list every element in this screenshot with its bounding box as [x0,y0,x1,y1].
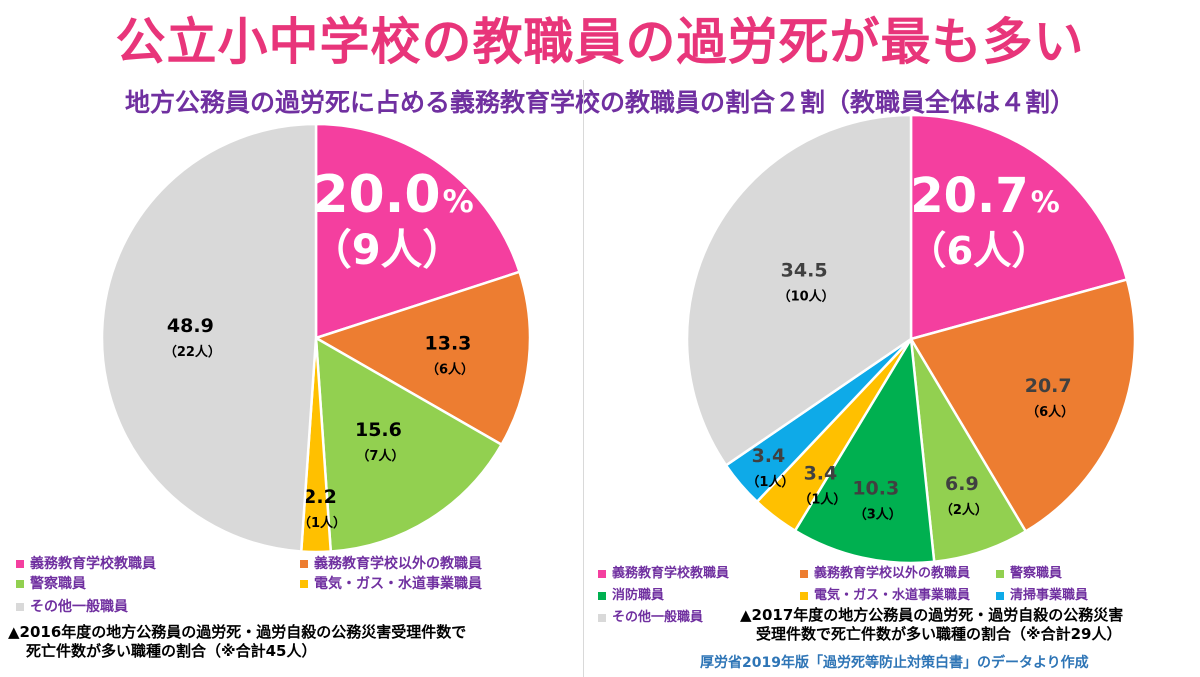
legend-label: 義務教育学校教職員 [30,556,156,572]
legend-swatch [996,591,1004,600]
legend-label: 電気・ガス・水道事業職員 [314,576,482,592]
legend-swatch [300,560,308,568]
slice-value-label: 3.4 [752,445,786,467]
slice-value-label: 20.7 [1025,375,1072,397]
legend-item: 義務教育学校以外の教職員 [300,553,482,573]
source-credit: 厚労省2019年版「過労死等防止対策白書」のデータより作成 [700,655,1089,671]
chart-divider [583,80,584,677]
slice-count-label: （7人） [356,448,404,464]
pie-slice [909,277,1137,534]
slice-count-label: （2人） [940,502,988,518]
legend-swatch [996,569,1004,578]
legend-swatch [16,603,24,611]
slice-value-label: 6.9 [945,473,979,495]
legend-label: 義務教育学校教職員 [612,566,730,581]
pie-chart-2016: 20.0%（9人） 13.3 （6人） 15.6 （7人） 2.2 （1人） 48.9 （22人… [100,122,532,554]
slice-value-label: 3.4 [804,463,838,485]
slice-count-label: （6人） [426,362,474,378]
legend-label: 消防職員 [612,588,665,603]
slice-value-label: 48.9 [167,315,214,337]
legend-label: 義務教育学校以外の教職員 [314,556,482,572]
legend-item: 義務教育学校教職員 [16,553,156,573]
legend-label: 電気・ガス・水道事業職員 [814,588,971,603]
slice-count-label: （6人） [1026,404,1074,420]
note-line: ▲2017年度の地方公務員の過労死・過労自殺の公務災害 [740,606,1124,624]
legend-swatch [598,569,606,578]
slice-value-label: 13.3 [425,333,472,355]
legend-label: 警察職員 [30,576,86,592]
legend-swatch [598,613,606,622]
note-2017: ▲2017年度の地方公務員の過労死・過労自殺の公務災害 受理件数で死亡件数が多い… [740,606,1123,644]
legend-label: その他一般職員 [612,610,704,625]
slice-count-label: （10人） [778,288,835,304]
pie-slice [314,335,504,553]
slice-count-label: （9人） [310,225,464,274]
note-line: 死亡件数が多い職種の割合（※合計45人） [26,642,317,660]
legend-item: 警察職員 [16,573,86,593]
legend-swatch [800,569,808,578]
legend-label: 警察職員 [1010,566,1063,581]
legend-item: その他一般職員 [598,606,703,625]
slice-value-label: 10.3 [852,477,899,499]
pie-slice [909,113,1129,341]
legend-label: 義務教育学校以外の教職員 [814,566,971,581]
legend-swatch [800,591,808,600]
pie-slice [314,122,522,340]
legend-swatch [16,560,24,568]
legend-item: その他一般職員 [16,596,128,616]
slice-count-label: （6人） [908,229,1050,274]
pie-slice [312,270,532,447]
note-line: 受理件数で死亡件数が多い職種の割合（※合計29人） [756,625,1122,643]
slice-value-label: 2.2 [303,486,337,508]
legend-item: 電気・ガス・水道事業職員 [800,584,970,603]
legend-label: 清掃事業職員 [1010,588,1089,603]
legend-item: 義務教育学校教職員 [598,562,729,581]
pie-slice [685,113,913,468]
slice-count-label: （3人） [854,506,902,522]
slice-value-label: 34.5 [781,259,828,281]
slice-value-label: 15.6 [355,419,402,441]
note-2016: ▲2016年度の地方公務員の過労死・過労自殺の公務災害受理件数で 死亡件数が多い… [8,623,466,661]
pie-slice [100,122,318,553]
slice-count-label: （1人） [798,492,846,508]
page-subtitle: 地方公務員の過労死に占める義務教育学校の教職員の割合２割（教職員全体は４割） [124,88,1075,117]
note-line: ▲2016年度の地方公務員の過労死・過労自殺の公務災害受理件数で [8,623,467,641]
legend-item: 電気・ガス・水道事業職員 [300,573,482,593]
legend-swatch [300,580,308,588]
page-title: 公立小中学校の教職員の過労死が最も多い [115,13,1085,71]
legend-item: 警察職員 [996,562,1062,581]
legend-item: 清掃事業職員 [996,584,1088,603]
legend-item: 消防職員 [598,584,664,603]
slice-value-label: 20.0% [312,165,473,225]
pie-slice [793,335,936,565]
legend-label: その他一般職員 [30,599,128,615]
slice-count-label: （1人） [746,474,794,490]
legend-item: 義務教育学校以外の教職員 [800,562,970,581]
legend-swatch [16,580,24,588]
legend-swatch [598,591,606,600]
slice-count-label: （22人） [164,344,221,360]
slice-count-label: （1人） [298,515,346,531]
